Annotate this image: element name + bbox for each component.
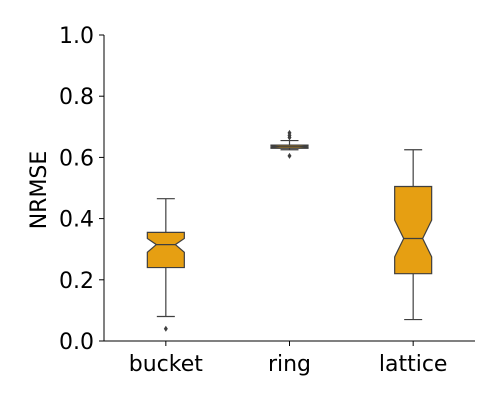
x-axis-ticks: bucket ring lattice — [129, 341, 448, 377]
y-tick-label: 1.0 — [59, 24, 94, 49]
box-ring — [270, 129, 309, 159]
x-tick-label: bucket — [129, 352, 203, 377]
box-bucket — [146, 198, 185, 332]
box-body — [146, 231, 185, 269]
box-lattice — [394, 149, 433, 321]
y-tick-label: 0.2 — [59, 269, 94, 294]
boxes — [146, 129, 433, 332]
outlier-point — [287, 129, 292, 136]
y-tick-label: 0.4 — [59, 208, 94, 233]
y-axis-ticks: 0.0 0.2 0.4 0.6 0.8 1.0 — [59, 24, 104, 355]
outlier-point — [163, 325, 168, 332]
y-tick-label: 0.6 — [59, 146, 94, 171]
outlier-point — [287, 152, 292, 159]
y-tick-label: 0.8 — [59, 85, 94, 110]
box-body — [394, 185, 433, 275]
y-tick-label: 0.0 — [59, 330, 94, 355]
y-axis-label: NRMSE — [27, 151, 52, 230]
x-tick-label: ring — [268, 352, 311, 377]
x-tick-label: lattice — [379, 352, 448, 377]
